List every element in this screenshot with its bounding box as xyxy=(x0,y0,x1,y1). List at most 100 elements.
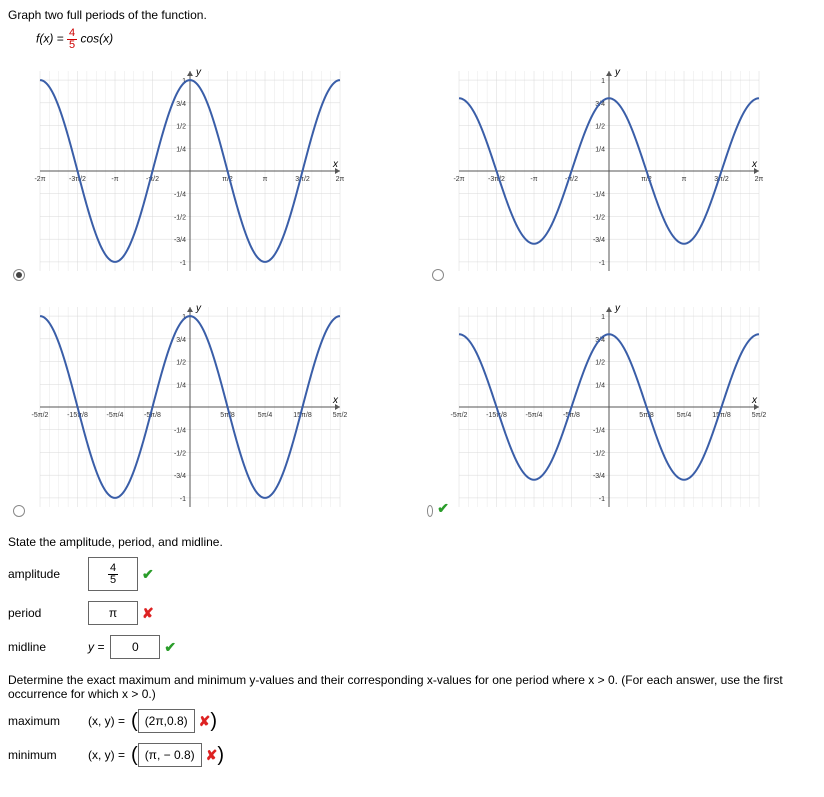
svg-text:-3/4: -3/4 xyxy=(593,473,605,480)
svg-text:-1: -1 xyxy=(599,260,605,267)
graph-option: ✔yx-5π/2-15π/8-5π/4-5π/85π/85π/415π/85π/… xyxy=(427,297,816,517)
graph-panel: yx-2π-3π/2-π-π/2π/2π3π/22π-1-3/4-1/2-1/4… xyxy=(30,61,350,281)
svg-text:-5π/8: -5π/8 xyxy=(563,412,580,419)
cross-icon: ✘ xyxy=(142,605,154,622)
period-row: period π ✘ xyxy=(8,601,816,625)
minimum-row: minimum (x, y) = ( (π, − 0.8) ✘ ) xyxy=(8,743,816,767)
min-prefix: (x, y) = xyxy=(88,748,125,762)
svg-text:-5π/4: -5π/4 xyxy=(107,412,124,419)
svg-text:x: x xyxy=(332,395,339,406)
graph-option: yx-2π-3π/2-π-π/2π/2π3π/22π-1-3/4-1/2-1/4… xyxy=(8,61,397,281)
graph-radio-col xyxy=(8,297,30,517)
svg-text:-1: -1 xyxy=(599,496,605,503)
graph-panel: yx-5π/2-15π/8-5π/4-5π/85π/85π/415π/85π/2… xyxy=(449,297,769,517)
svg-text:x: x xyxy=(751,159,758,170)
graph-radio-col: ✔ xyxy=(427,297,449,517)
svg-text:y: y xyxy=(195,67,202,78)
svg-text:-π: -π xyxy=(530,176,537,183)
midline-row: midline y = 0 ✔ xyxy=(8,635,816,659)
svg-text:-3π/2: -3π/2 xyxy=(488,176,505,183)
svg-text:-2π: -2π xyxy=(34,176,45,183)
svg-text:-1: -1 xyxy=(180,496,186,503)
svg-text:-3/4: -3/4 xyxy=(593,237,605,244)
svg-text:y: y xyxy=(614,67,621,78)
svg-text:-1/2: -1/2 xyxy=(593,214,605,221)
svg-text:1/4: 1/4 xyxy=(595,382,605,389)
svg-text:-1/4: -1/4 xyxy=(593,192,605,199)
svg-text:-1/2: -1/2 xyxy=(593,450,605,457)
svg-text:y: y xyxy=(614,303,621,314)
frac-den: 5 xyxy=(67,40,77,51)
minimum-input[interactable]: (π, − 0.8) xyxy=(138,743,202,767)
graph-radio-col xyxy=(427,61,449,281)
maximum-label: maximum xyxy=(8,714,88,728)
paren-close: ) xyxy=(217,744,224,767)
svg-text:x: x xyxy=(332,159,339,170)
period-input[interactable]: π xyxy=(88,601,138,625)
svg-text:1/2: 1/2 xyxy=(595,124,605,131)
graph-radio[interactable] xyxy=(13,505,25,517)
svg-text:-15π/8: -15π/8 xyxy=(486,412,507,419)
svg-text:5π/2: 5π/2 xyxy=(752,412,767,419)
period-label: period xyxy=(8,606,88,620)
cross-icon: ✘ xyxy=(206,747,218,764)
svg-text:15π/8: 15π/8 xyxy=(712,412,731,419)
amplitude-label: amplitude xyxy=(8,567,88,581)
determine-text: Determine the exact maximum and minimum … xyxy=(8,673,816,701)
svg-text:15π/8: 15π/8 xyxy=(293,412,312,419)
midline-input[interactable]: 0 xyxy=(110,635,160,659)
svg-text:-π: -π xyxy=(111,176,118,183)
svg-text:-1: -1 xyxy=(180,260,186,267)
graph-option: yx-2π-3π/2-π-π/2π/2π3π/22π-1-3/4-1/2-1/4… xyxy=(427,61,816,281)
amplitude-den: 5 xyxy=(108,575,118,586)
graph-radio[interactable] xyxy=(13,269,25,281)
svg-text:-1/2: -1/2 xyxy=(174,214,186,221)
svg-text:1: 1 xyxy=(601,314,605,321)
amplitude-row: amplitude 4 5 ✔ xyxy=(8,557,816,591)
graph-radio-col xyxy=(8,61,30,281)
check-icon: ✔ xyxy=(437,500,449,517)
svg-text:π: π xyxy=(682,176,687,183)
svg-text:2π: 2π xyxy=(336,176,345,183)
maximum-row: maximum (x, y) = ( (2π,0.8) ✘ ) xyxy=(8,709,816,733)
graph-option: yx-5π/2-15π/8-5π/4-5π/85π/85π/415π/85π/2… xyxy=(8,297,397,517)
graph-options-grid: yx-2π-3π/2-π-π/2π/2π3π/22π-1-3/4-1/2-1/4… xyxy=(8,61,816,517)
svg-text:-3π/2: -3π/2 xyxy=(69,176,86,183)
check-icon: ✔ xyxy=(142,566,154,583)
maximum-input[interactable]: (2π,0.8) xyxy=(138,709,195,733)
svg-text:-5π/2: -5π/2 xyxy=(32,412,49,419)
svg-text:3π/2: 3π/2 xyxy=(295,176,310,183)
svg-text:1/4: 1/4 xyxy=(595,146,605,153)
svg-text:5π/8: 5π/8 xyxy=(220,412,235,419)
minimum-label: minimum xyxy=(8,748,88,762)
svg-text:1/4: 1/4 xyxy=(176,146,186,153)
svg-text:x: x xyxy=(751,395,758,406)
paren-open: ( xyxy=(131,744,138,767)
graph-radio[interactable] xyxy=(432,269,444,281)
svg-text:-1/4: -1/4 xyxy=(174,192,186,199)
svg-text:3/4: 3/4 xyxy=(176,337,186,344)
amplitude-input[interactable]: 4 5 xyxy=(88,557,138,591)
svg-text:1/2: 1/2 xyxy=(595,360,605,367)
midline-prefix: y = xyxy=(88,640,104,654)
svg-text:1/2: 1/2 xyxy=(176,360,186,367)
svg-text:-3/4: -3/4 xyxy=(174,473,186,480)
cross-icon: ✘ xyxy=(199,713,211,730)
svg-text:3π/2: 3π/2 xyxy=(714,176,729,183)
paren-close: ) xyxy=(210,710,217,733)
svg-text:5π/2: 5π/2 xyxy=(333,412,348,419)
svg-text:y: y xyxy=(195,303,202,314)
state-heading: State the amplitude, period, and midline… xyxy=(8,535,816,549)
svg-text:1/2: 1/2 xyxy=(176,124,186,131)
formula-fraction: 4 5 xyxy=(67,28,77,51)
svg-text:3/4: 3/4 xyxy=(176,101,186,108)
page-title: Graph two full periods of the function. xyxy=(8,8,816,22)
svg-text:1/4: 1/4 xyxy=(176,382,186,389)
svg-text:-5π/8: -5π/8 xyxy=(144,412,161,419)
graph-panel: yx-2π-3π/2-π-π/2π/2π3π/22π-1-3/4-1/2-1/4… xyxy=(449,61,769,281)
svg-text:2π: 2π xyxy=(755,176,764,183)
graph-radio[interactable] xyxy=(427,505,433,517)
svg-text:-1/4: -1/4 xyxy=(593,428,605,435)
svg-text:π: π xyxy=(263,176,268,183)
amplitude-num: 4 xyxy=(108,563,118,575)
